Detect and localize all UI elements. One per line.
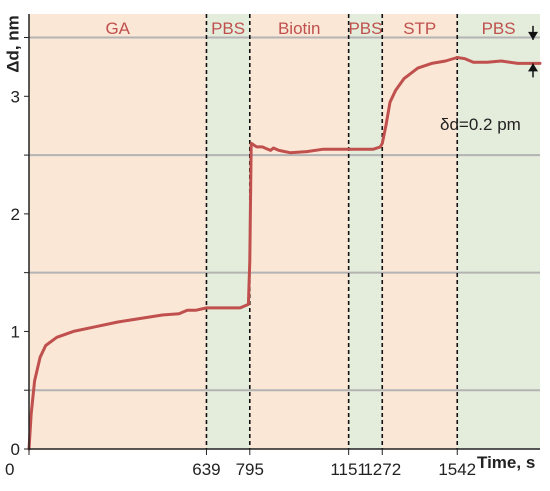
phase-bands: GA PBS Biotin PBS STP PBS	[29, 14, 540, 449]
phase-band	[382, 14, 458, 449]
phase-label: PBS	[482, 19, 516, 38]
phase-label: PBS	[348, 19, 382, 38]
phase-band	[206, 14, 250, 449]
phase-band	[457, 14, 540, 449]
phase-label: GA	[105, 19, 130, 38]
y-tick-label: 2	[11, 205, 20, 224]
gridlines	[29, 36, 540, 392]
x-tick-label: 1151	[330, 460, 367, 479]
x-tick-label: 1272	[363, 460, 401, 479]
x-axis-label: Time, s	[477, 453, 535, 472]
phase-band	[249, 14, 349, 449]
data-series-line	[27, 56, 542, 451]
y-tick-label: 1	[11, 322, 20, 341]
phase-band	[29, 14, 207, 449]
x-tick-label: 0	[5, 460, 14, 479]
delta-annotation: δd=0.2 pm	[440, 25, 538, 134]
x-tick-label: 795	[236, 460, 264, 479]
y-axis-label: Δd, nm	[3, 15, 22, 73]
axes	[24, 14, 540, 450]
phase-label: STP	[403, 19, 436, 38]
x-tick-label: 1542	[438, 460, 476, 479]
phase-label: Biotin	[278, 19, 321, 38]
annotation-arrowhead-bottom	[528, 63, 538, 72]
annotation-arrowhead-top	[528, 31, 538, 40]
series-lines	[27, 56, 542, 451]
y-tick-label: 3	[11, 87, 20, 106]
phase-band	[348, 14, 383, 449]
y-tick-label: 0	[11, 440, 20, 459]
phase-label: PBS	[211, 19, 245, 38]
delta-annotation-text: δd=0.2 pm	[440, 115, 521, 134]
x-tick-label: 639	[192, 460, 220, 479]
